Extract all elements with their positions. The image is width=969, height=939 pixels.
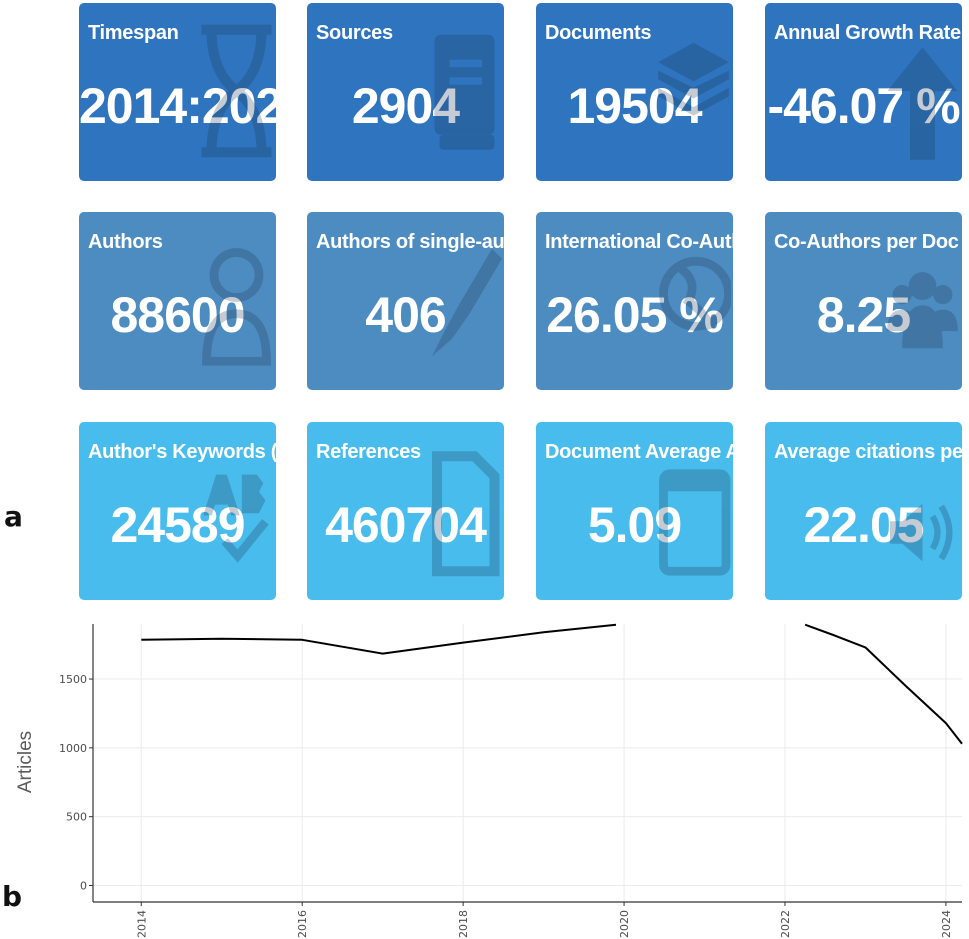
card-value: 8.25 bbox=[816, 287, 911, 343]
x-tick-label: 2022 bbox=[779, 910, 792, 938]
panel-a-label: a bbox=[4, 500, 23, 533]
chart-axes: 0 500 1000 1500 2014 2016 2018 2020 2022 2024 bbox=[59, 624, 962, 938]
arrow-up-icon bbox=[885, 21, 960, 161]
card-annual-growth-rate: Annual Growth Rate -46.07 % bbox=[765, 3, 962, 181]
card-value: 26.05 % bbox=[546, 287, 723, 343]
chart-series bbox=[141, 623, 963, 745]
users-icon bbox=[885, 230, 960, 370]
card-title: Timespan bbox=[88, 22, 179, 44]
card-value: 88600 bbox=[110, 287, 245, 343]
user-icon bbox=[199, 230, 274, 370]
card-value: -46.07 % bbox=[767, 78, 960, 134]
card-references: References 460704 bbox=[307, 422, 504, 600]
card-value: 22.05 bbox=[803, 497, 924, 553]
x-tick-label: 2016 bbox=[296, 910, 309, 938]
series-line bbox=[141, 623, 617, 655]
card-value: 406 bbox=[365, 287, 446, 343]
card-title: Document Average Age bbox=[545, 441, 733, 463]
card-sources: Sources 2904 bbox=[307, 3, 504, 181]
y-tick-label: 500 bbox=[66, 811, 87, 824]
calendar-icon bbox=[656, 440, 731, 580]
card-author-keywords: Author's Keywords (DE) 24589 bbox=[79, 422, 276, 600]
x-tick-label: 2018 bbox=[457, 910, 470, 938]
card-title: Annual Growth Rate bbox=[774, 22, 961, 44]
volume-icon bbox=[885, 440, 960, 580]
card-title: Author's Keywords (DE) bbox=[88, 441, 276, 463]
card-title: References bbox=[316, 441, 421, 463]
card-average-citations: Average citations per doc 22.05 bbox=[765, 422, 962, 600]
y-axis-title: Articles bbox=[15, 731, 36, 793]
x-tick-label: 2020 bbox=[618, 910, 631, 938]
x-tick-label: 2014 bbox=[135, 910, 148, 938]
card-international-coauthorship: International Co-Authorship 26.05 % bbox=[536, 212, 733, 390]
card-documents: Documents 19504 bbox=[536, 3, 733, 181]
card-title: Authors of single-authored docs bbox=[316, 231, 504, 253]
chart-grid bbox=[93, 624, 962, 902]
card-document-average-age: Document Average Age 5.09 bbox=[536, 422, 733, 600]
hourglass-icon bbox=[199, 21, 274, 161]
card-title: Co-Authors per Doc bbox=[774, 231, 959, 253]
card-value: 460704 bbox=[325, 497, 487, 553]
card-title: Average citations per doc bbox=[774, 441, 962, 463]
file-icon bbox=[427, 440, 502, 580]
spell-check-icon bbox=[199, 440, 274, 580]
y-tick-label: 0 bbox=[80, 879, 87, 892]
panel-b-label: b bbox=[2, 880, 23, 913]
card-authors-single: Authors of single-authored docs 406 bbox=[307, 212, 504, 390]
card-title: Documents bbox=[545, 22, 652, 44]
card-title: International Co-Authorship bbox=[545, 231, 733, 253]
card-value: 2904 bbox=[351, 78, 460, 134]
card-title: Authors bbox=[88, 231, 163, 253]
card-value: 19504 bbox=[567, 78, 702, 134]
layers-icon bbox=[656, 21, 731, 161]
card-value: 2014:2025 bbox=[79, 78, 276, 134]
card-timespan: Timespan 2014:2025 bbox=[79, 3, 276, 181]
y-tick-label: 1000 bbox=[59, 742, 87, 755]
card-coauthors-per-doc: Co-Authors per Doc 8.25 bbox=[765, 212, 962, 390]
pen-nib-icon bbox=[427, 230, 502, 370]
y-tick-label: 1500 bbox=[59, 673, 87, 686]
x-tick-label: 2024 bbox=[940, 910, 953, 938]
card-title: Sources bbox=[316, 22, 393, 44]
card-value: 24589 bbox=[110, 497, 245, 553]
card-value: 5.09 bbox=[587, 497, 682, 553]
globe-icon bbox=[656, 230, 733, 370]
articles-line-chart: 0 500 1000 1500 2014 2016 2018 2020 2022 2024 Art… bbox=[15, 623, 963, 938]
book-icon bbox=[427, 21, 502, 161]
series-line bbox=[804, 623, 963, 745]
card-authors: Authors 88600 bbox=[79, 212, 276, 390]
